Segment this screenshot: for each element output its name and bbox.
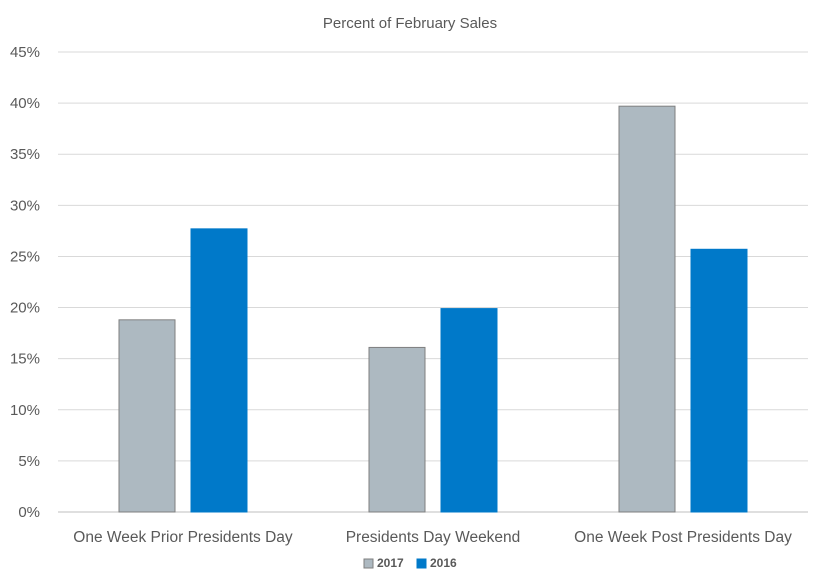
legend-swatch-2017: [363, 558, 374, 569]
y-tick-label: 10%: [10, 402, 40, 419]
bar-2016-2: [440, 308, 498, 513]
y-tick-label: 20%: [10, 300, 40, 317]
legend-swatch-2016: [416, 558, 427, 569]
legend: 2017 2016: [363, 556, 457, 570]
y-tick-label: 0%: [18, 504, 40, 521]
x-category-label: One Week Post Presidents Day: [574, 529, 792, 546]
bar-2017-2: [368, 346, 426, 513]
x-category-label: One Week Prior Presidents Day: [73, 529, 293, 546]
y-tick-label: 30%: [10, 197, 40, 214]
bar-2016-1: [190, 228, 248, 513]
bars: [118, 105, 748, 513]
y-tick-label: 40%: [10, 95, 40, 112]
bar-2016-3: [690, 248, 748, 513]
y-tick-label: 15%: [10, 351, 40, 368]
y-tick-label: 35%: [10, 146, 40, 163]
y-tick-label: 45%: [10, 44, 40, 61]
y-axis-ticks: 0% 5% 10% 15% 20% 25% 30% 35% 40% 45%: [10, 44, 40, 521]
bar-2017-3: [618, 105, 676, 513]
x-axis-categories: One Week Prior Presidents Day Presidents …: [73, 529, 792, 546]
y-tick-label: 25%: [10, 248, 40, 265]
legend-label-2016: 2016: [430, 556, 457, 570]
chart-title: Percent of February Sales: [323, 15, 497, 32]
y-tick-label: 5%: [18, 453, 40, 470]
bar-2017-1: [118, 319, 176, 513]
x-category-label: Presidents Day Weekend: [346, 529, 521, 546]
legend-label-2017: 2017: [377, 556, 404, 570]
gridlines: [58, 51, 808, 513]
